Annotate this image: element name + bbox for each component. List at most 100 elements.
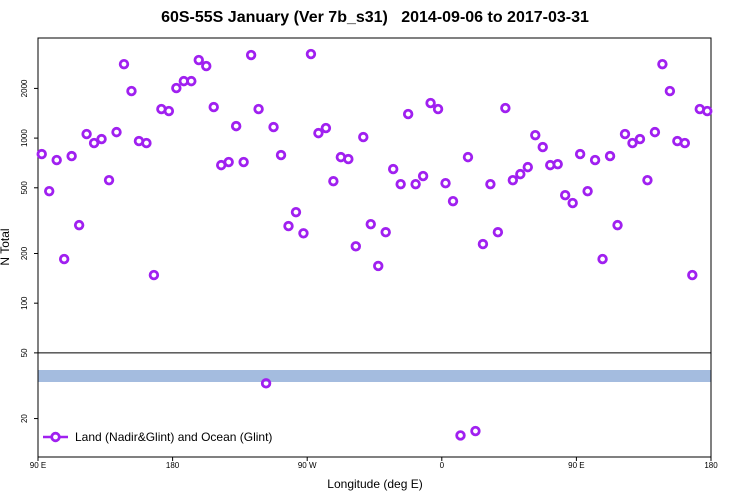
point: [702, 105, 713, 117]
y-tick-label: 2000: [20, 79, 29, 97]
point: [455, 430, 466, 441]
point: [193, 54, 204, 66]
point: [51, 154, 62, 166]
point: [634, 133, 646, 145]
point: [462, 151, 474, 163]
point: [73, 219, 85, 231]
y-tick-label: 200: [20, 246, 29, 260]
point: [582, 185, 593, 197]
point: [649, 126, 661, 138]
y-axis-label: N Total: [0, 228, 12, 265]
point: [432, 103, 444, 115]
point: [559, 189, 571, 201]
point: [612, 219, 623, 231]
point: [58, 253, 70, 265]
point: [387, 163, 399, 175]
chart-title: 60S-55S January (Ver 7b_s31) 2014-09-06 …: [161, 9, 589, 26]
point: [298, 228, 309, 239]
point: [103, 174, 115, 186]
x-tick-label: 180: [166, 461, 180, 470]
point: [373, 260, 384, 272]
point: [485, 178, 496, 190]
point: [395, 178, 406, 190]
point: [208, 101, 219, 113]
point: [343, 153, 354, 165]
point: [679, 137, 691, 149]
point: [574, 148, 586, 160]
y-tick-label: 1000: [20, 129, 29, 147]
point: [88, 137, 100, 149]
point: [201, 60, 212, 72]
point: [515, 168, 526, 180]
y-tick-label: 20: [20, 414, 29, 423]
point: [141, 137, 152, 149]
point: [44, 185, 55, 197]
point: [537, 141, 548, 153]
x-tick-label: 0: [440, 461, 445, 470]
point: [402, 108, 414, 120]
point: [148, 269, 160, 281]
point: [552, 158, 563, 170]
point: [477, 238, 489, 250]
point: [305, 48, 317, 60]
point: [260, 378, 272, 389]
point: [290, 206, 302, 218]
point: [567, 197, 578, 209]
point: [507, 174, 519, 186]
point: [664, 85, 676, 97]
point: [642, 174, 653, 186]
x-axis-label: Longitude (deg E): [327, 477, 422, 491]
point: [275, 149, 287, 161]
point: [447, 195, 459, 207]
point: [470, 425, 481, 437]
point: [186, 75, 197, 87]
point: [223, 156, 234, 168]
y-tick-label: 100: [20, 296, 29, 310]
point: [230, 120, 242, 132]
point: [410, 178, 421, 190]
point: [358, 131, 369, 143]
x-tick-label: 90 E: [568, 461, 584, 470]
point: [313, 127, 324, 139]
point: [657, 58, 668, 70]
point: [350, 241, 362, 252]
point: [365, 218, 376, 230]
point: [253, 103, 264, 115]
x-tick-label: 90 E: [30, 461, 46, 470]
point: [604, 150, 616, 162]
point: [320, 122, 332, 134]
point: [283, 220, 294, 232]
legend-label: Land (Nadir&Glint) and Ocean (Glint): [75, 430, 272, 444]
point: [118, 58, 130, 70]
point: [96, 133, 107, 145]
plot-frame: [37, 37, 712, 458]
y-tick-label: 50: [20, 348, 29, 357]
point: [126, 85, 137, 97]
point: [619, 128, 631, 140]
point: [171, 82, 182, 94]
point: [530, 129, 541, 141]
point: [36, 148, 47, 160]
point: [245, 49, 257, 61]
x-tick-label: 180: [704, 461, 718, 470]
point: [425, 97, 436, 109]
point: [492, 227, 504, 238]
point: [268, 121, 279, 133]
point: [66, 150, 77, 162]
point: [687, 269, 698, 281]
legend-marker: [50, 431, 61, 443]
point: [417, 170, 429, 182]
point: [111, 126, 122, 138]
band: [38, 370, 711, 382]
point: [238, 156, 249, 168]
point: [500, 102, 511, 114]
point: [597, 253, 608, 265]
point: [440, 178, 451, 189]
point: [328, 176, 339, 187]
point: [589, 154, 601, 166]
point: [380, 227, 391, 238]
point: [627, 137, 638, 149]
x-tick-label: 90 W: [298, 461, 317, 470]
point: [163, 105, 175, 117]
